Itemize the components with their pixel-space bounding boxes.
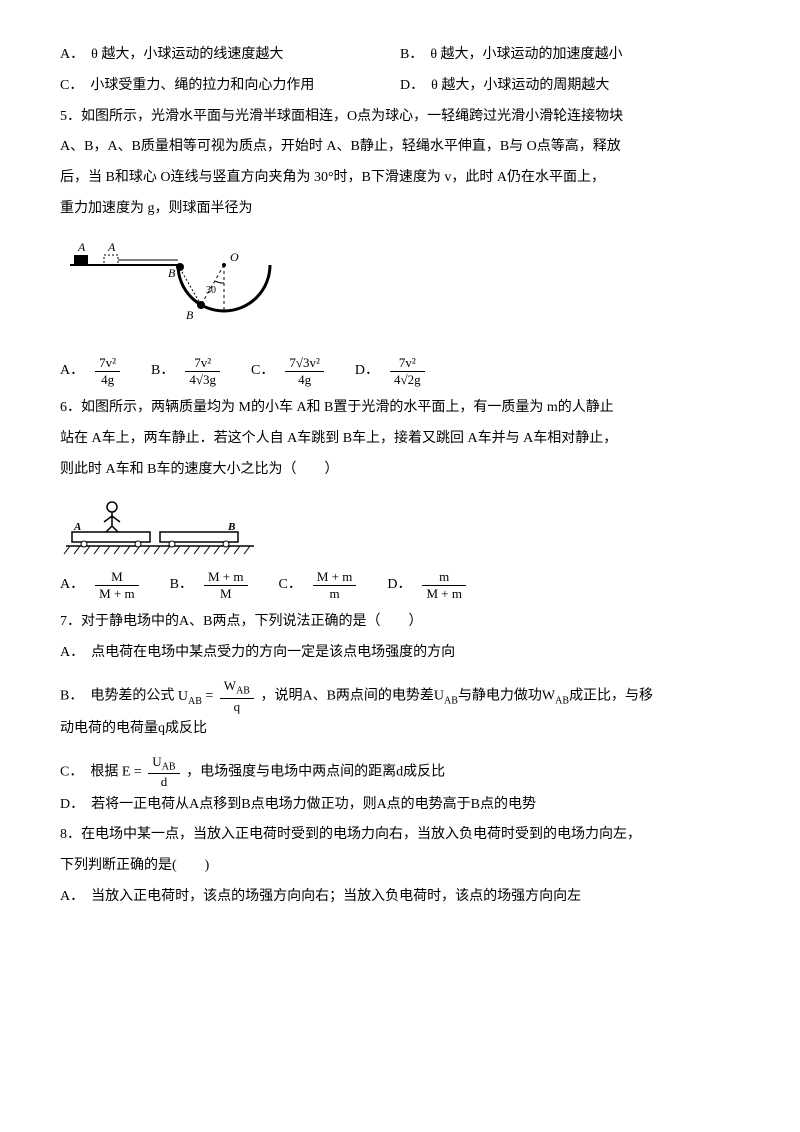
q6-figure: A B xyxy=(60,494,740,562)
q7-stem-text: 对于静电场中的A、B两点，下列说法正确的是（ ） xyxy=(81,614,422,629)
svg-text:O: O xyxy=(230,250,239,264)
q5-opt-a-frac: 7v²4g xyxy=(95,356,120,388)
q7-b-eq: = xyxy=(202,689,217,704)
svg-text:B: B xyxy=(227,521,235,533)
opt-a-label: A． xyxy=(60,645,77,660)
opt-b-label: B． xyxy=(60,689,76,704)
q7-b-pre: 电势差的公式 xyxy=(90,689,174,704)
q6-options: A． MM + m B． M + mM C． M + mm D． mM + m xyxy=(60,570,740,602)
svg-text:B: B xyxy=(186,308,194,322)
q8-num: 8． xyxy=(60,827,81,842)
q5-line1: 5．如图所示，光滑水平面与光滑半球面相连，O点为球心，一轻绳跨过光滑小滑轮连接物… xyxy=(60,102,740,133)
q7-b-p2: 与静电力做功W xyxy=(458,689,555,704)
q5-line3: 后，当 B和球心 O连线与竖直方向夹角为 30°时，B下滑速度为 v，此时 A仍… xyxy=(60,163,740,194)
q5-line2: A、B，A、B质量相等可视为质点，开始时 A、B静止，轻绳水平伸直，B与 O点等… xyxy=(60,132,740,163)
opt-a-label: A． xyxy=(60,47,77,62)
q4-opt-b: θ 越大，小球运动的加速度越小 xyxy=(430,47,622,62)
q5-opt-b-frac: 7v²4√3g xyxy=(185,356,220,388)
svg-text:A: A xyxy=(73,521,81,533)
q6-opt-c-frac: M + mm xyxy=(313,570,357,602)
svg-text:A: A xyxy=(77,240,86,254)
opt-b-label: B． xyxy=(170,570,193,601)
q6-opt-a-frac: MM + m xyxy=(95,570,139,602)
q5-options: A． 7v²4g B． 7v²4√3g C． 7√3v²4g D． 7v²4√2… xyxy=(60,356,740,388)
q7-c-lhs: E = xyxy=(122,764,145,779)
svg-text:30: 30 xyxy=(206,285,216,296)
opt-d-label: D． xyxy=(400,78,417,93)
q4-options-row1: A． θ 越大，小球运动的线速度越大 B． θ 越大，小球运动的加速度越小 xyxy=(60,40,740,71)
q7-opt-b: B． 电势差的公式 UAB = WAB q ，说明A、B两点间的电势差UAB与静… xyxy=(60,679,740,714)
q8-line1: 8．在电场中某一点，当放入正电荷时受到的电场力向右，当放入负电荷时受到的电场力向… xyxy=(60,820,740,851)
svg-text:B: B xyxy=(168,266,176,280)
q8-opt-a: A． 当放入正电荷时，该点的场强方向向右；当放入负电荷时，该点的场强方向向左 xyxy=(60,882,740,913)
q8-line2: 下列判断正确的是( ) xyxy=(60,851,740,882)
q6-t1: 如图所示，两辆质量均为 M的小车 A和 B置于光滑的水平面上，有一质量为 m的人… xyxy=(81,400,614,415)
q8-t1: 在电场中某一点，当放入正电荷时受到的电场力向右，当放入负电荷时受到的电场力向左， xyxy=(81,827,641,842)
q4-options-row2: C． 小球受重力、绳的拉力和向心力作用 D． θ 越大，小球运动的周期越大 xyxy=(60,71,740,102)
svg-text:A: A xyxy=(107,240,116,254)
opt-b-label: B． xyxy=(400,47,416,62)
q6-num: 6． xyxy=(60,400,81,415)
opt-a-label: A． xyxy=(60,889,77,904)
q7-c-post: ，电场强度与电场中两点间的距离d成反比 xyxy=(186,764,445,779)
q7-c-frac: UAB d xyxy=(148,755,179,790)
q7-stem: 7．对于静电场中的A、B两点，下列说法正确的是（ ） xyxy=(60,607,740,638)
opt-c-label: C． xyxy=(60,78,76,93)
q6-line3: 则此时 A车和 B车的速度大小之比为（ ） xyxy=(60,455,740,486)
q5-line4: 重力加速度为 g，则球面半径为 xyxy=(60,194,740,225)
q7-num: 7． xyxy=(60,614,81,629)
opt-a-label: A． xyxy=(60,356,84,387)
q5-num: 5． xyxy=(60,109,81,124)
opt-c-label: C． xyxy=(60,764,76,779)
q6-opt-d-frac: mM + m xyxy=(422,570,466,602)
q7-opt-a: A． 点电荷在电场中某点受力的方向一定是该点电场强度的方向 xyxy=(60,638,740,669)
opt-c-label: C． xyxy=(279,570,302,601)
q4-opt-c: 小球受重力、绳的拉力和向心力作用 xyxy=(90,78,314,93)
opt-d-label: D． xyxy=(387,570,411,601)
q6-line1: 6．如图所示，两辆质量均为 M的小车 A和 B置于光滑的水平面上，有一质量为 m… xyxy=(60,393,740,424)
q6-opt-b-frac: M + mM xyxy=(204,570,248,602)
q5-figure: A A O B B 30 xyxy=(60,233,740,348)
q5-t1: 如图所示，光滑水平面与光滑半球面相连，O点为球心，一轻绳跨过光滑小滑轮连接物块 xyxy=(81,109,623,124)
q7-d-text: 若将一正电荷从A点移到B点电场力做正功，则A点的电势高于B点的电势 xyxy=(91,797,536,812)
q6-line2: 站在 A车上，两车静止．若这个人自 A车跳到 B车上，接着又跳回 A车并与 A车… xyxy=(60,424,740,455)
q7-opt-b-line2: 动电荷的电荷量q成反比 xyxy=(60,714,740,745)
q7-b-p1s: AB xyxy=(444,695,458,706)
opt-a-label: A． xyxy=(60,570,84,601)
opt-d-label: D． xyxy=(355,356,379,387)
q5-opt-c-frac: 7√3v²4g xyxy=(285,356,324,388)
opt-d-label: D． xyxy=(60,797,77,812)
q7-opt-c: C． 根据 E = UAB d ，电场强度与电场中两点间的距离d成反比 xyxy=(60,755,740,790)
q4-opt-a: θ 越大，小球运动的线速度越大 xyxy=(91,47,283,62)
q7-b-lhs: UAB xyxy=(178,689,202,704)
q7-b-p1: ，说明A、B两点间的电势差U xyxy=(260,689,444,704)
q7-b-frac: WAB q xyxy=(220,679,254,714)
q7-a-text: 点电荷在电场中某点受力的方向一定是该点电场强度的方向 xyxy=(91,645,455,660)
q7-b-p3: 成正比，与移 xyxy=(569,689,653,704)
q7-b-p2s: AB xyxy=(555,695,569,706)
q8-a-text: 当放入正电荷时，该点的场强方向向右；当放入负电荷时，该点的场强方向向左 xyxy=(91,889,581,904)
q7-c-pre: 根据 xyxy=(90,764,122,779)
opt-b-label: B． xyxy=(151,356,174,387)
q7-opt-d: D． 若将一正电荷从A点移到B点电场力做正功，则A点的电势高于B点的电势 xyxy=(60,790,740,821)
opt-c-label: C． xyxy=(251,356,274,387)
q4-opt-d: θ 越大，小球运动的周期越大 xyxy=(431,78,609,93)
q5-opt-d-frac: 7v²4√2g xyxy=(390,356,425,388)
